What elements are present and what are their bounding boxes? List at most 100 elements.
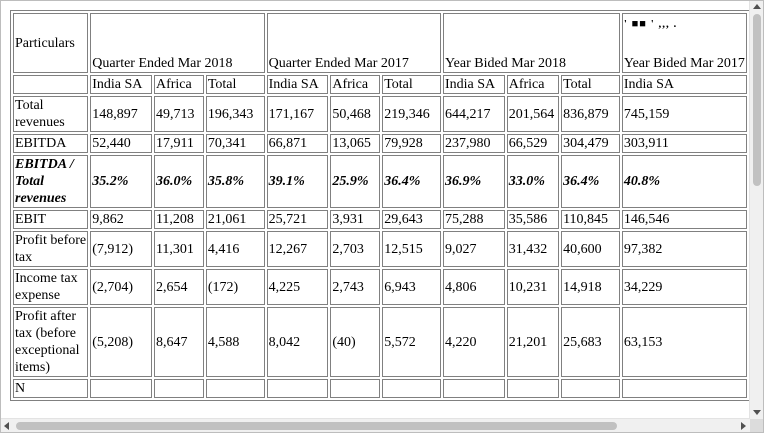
subheader-cell: Africa	[506, 75, 560, 94]
value-cell: 219,346	[382, 96, 441, 132]
value-cell: 2,654	[153, 269, 204, 305]
subheader-cell: India SA	[621, 75, 747, 94]
table-row: EBITDA / Total revenues 35.2% 36.0% 35.8% 39…	[13, 155, 747, 208]
value-cell: 52,440	[90, 134, 152, 153]
value-cell: 4,220	[442, 307, 505, 377]
value-cell: 39.1%	[266, 155, 329, 208]
horizontal-scroll-thumb[interactable]	[16, 422, 617, 430]
value-cell: 4,225	[266, 269, 329, 305]
group-header-q-mar-2018: Quarter Ended Mar 2018	[90, 13, 265, 73]
value-cell: 237,980	[442, 134, 505, 153]
value-cell: 66,529	[506, 134, 560, 153]
table-viewport: Particulars Quarter Ended Mar 2018 Quart…	[10, 10, 750, 401]
value-cell: (7,912)	[90, 231, 152, 267]
subheader-cell: Total	[382, 75, 441, 94]
scroll-left-arrow-icon[interactable]	[4, 422, 9, 430]
scroll-right-arrow-icon[interactable]	[741, 422, 746, 430]
value-cell: 36.9%	[442, 155, 505, 208]
value-cell: (172)	[205, 269, 265, 305]
value-cell: 836,879	[561, 96, 620, 132]
table-row: Profit after tax (before exceptional ite…	[13, 307, 747, 377]
value-cell: 14,918	[561, 269, 620, 305]
subheader-cell: India SA	[442, 75, 505, 94]
value-cell	[561, 379, 620, 398]
value-cell: 97,382	[621, 231, 747, 267]
value-cell: 21,061	[205, 210, 265, 229]
value-cell: 40,600	[561, 231, 620, 267]
row-label: N	[13, 379, 89, 398]
value-cell: (5,208)	[90, 307, 152, 377]
value-cell: 10,231	[506, 269, 560, 305]
value-cell: 196,343	[205, 96, 265, 132]
table-row: EBIT 9,862 11,208 21,061 25,721 3,931 29,643 75…	[13, 210, 747, 229]
subheader-row: India SA Africa Total India SA Africa To…	[13, 75, 747, 94]
row-label: EBIT	[13, 210, 89, 229]
value-cell: 36.4%	[382, 155, 441, 208]
row-label: EBITDA / Total revenues	[13, 155, 89, 208]
value-cell	[330, 379, 381, 398]
table-row: Income tax expense (2,704) 2,654 (172) 4,225…	[13, 269, 747, 305]
group-header-year-mar-2017-label: Year Bided Mar 2017	[623, 56, 745, 71]
scroll-down-arrow-icon[interactable]	[753, 410, 761, 415]
value-cell	[506, 379, 560, 398]
value-cell: 146,546	[621, 210, 747, 229]
group-header-q-mar-2017: Quarter Ended Mar 2017	[266, 13, 441, 73]
overflow-glyphs: ' ■■ ' ,,, .	[623, 18, 678, 30]
value-cell: 303,911	[621, 134, 747, 153]
value-cell: 148,897	[90, 96, 152, 132]
value-cell: 644,217	[442, 96, 505, 132]
value-cell	[90, 379, 152, 398]
value-cell: 34,229	[621, 269, 747, 305]
row-label: Profit after tax (before exceptional ite…	[13, 307, 89, 377]
row-label: EBITDA	[13, 134, 89, 153]
value-cell: 75,288	[442, 210, 505, 229]
value-cell: 17,911	[153, 134, 204, 153]
value-cell: 2,743	[330, 269, 381, 305]
value-cell: 35,586	[506, 210, 560, 229]
table-row: Total revenues 148,897 49,713 196,343 171,16…	[13, 96, 747, 132]
value-cell: 29,643	[382, 210, 441, 229]
subheader-cell: India SA	[90, 75, 152, 94]
vertical-scroll-thumb[interactable]	[753, 14, 761, 186]
value-cell: 36.0%	[153, 155, 204, 208]
value-cell: (2,704)	[90, 269, 152, 305]
group-header-year-mar-2018: Year Bided Mar 2018	[442, 13, 620, 73]
value-cell: 9,027	[442, 231, 505, 267]
value-cell: 49,713	[153, 96, 204, 132]
subheader-cell: India SA	[266, 75, 329, 94]
scrollbar-corner	[750, 419, 764, 433]
value-cell: 25,721	[266, 210, 329, 229]
value-cell: 4,806	[442, 269, 505, 305]
row-label: Profit before tax	[13, 231, 89, 267]
value-cell: 50,468	[330, 96, 381, 132]
value-cell: 35.8%	[205, 155, 265, 208]
value-cell: 13,065	[330, 134, 381, 153]
value-cell: 12,267	[266, 231, 329, 267]
subheader-cell: Total	[205, 75, 265, 94]
value-cell: 6,943	[382, 269, 441, 305]
value-cell	[382, 379, 441, 398]
row-label: Total revenues	[13, 96, 89, 132]
vertical-scrollbar[interactable]	[749, 0, 764, 419]
subheader-blank	[13, 75, 89, 94]
value-cell: 21,201	[506, 307, 560, 377]
particulars-header: Particulars	[13, 13, 89, 73]
value-cell	[442, 379, 505, 398]
value-cell	[266, 379, 329, 398]
horizontal-scrollbar[interactable]	[0, 418, 750, 433]
value-cell: 8,647	[153, 307, 204, 377]
value-cell: 201,564	[506, 96, 560, 132]
value-cell: 63,153	[621, 307, 747, 377]
value-cell: 11,301	[153, 231, 204, 267]
value-cell: 3,931	[330, 210, 381, 229]
value-cell: 4,416	[205, 231, 265, 267]
table-row: Profit before tax (7,912) 11,301 4,416 12,26…	[13, 231, 747, 267]
subheader-cell: Total	[561, 75, 620, 94]
value-cell: 79,928	[382, 134, 441, 153]
value-cell: 745,159	[621, 96, 747, 132]
value-cell: 9,862	[90, 210, 152, 229]
value-cell: 40.8%	[621, 155, 747, 208]
scroll-up-arrow-icon[interactable]	[753, 4, 761, 9]
value-cell: 36.4%	[561, 155, 620, 208]
value-cell: 35.2%	[90, 155, 152, 208]
